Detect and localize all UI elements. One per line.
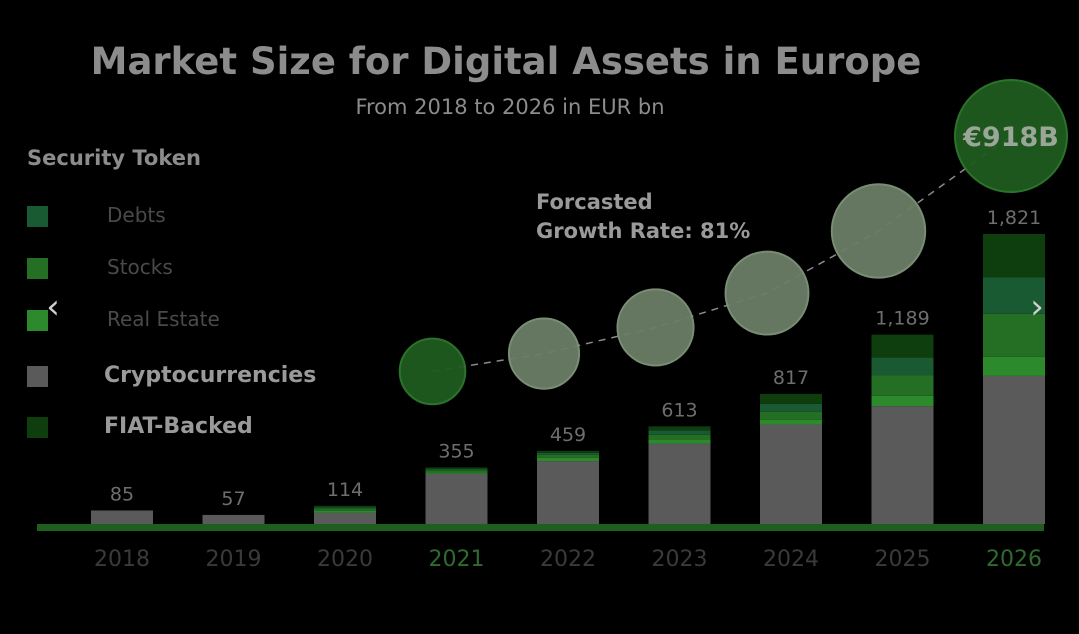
bar-2025-real-estate [871,395,934,407]
total-label-2020: 114 [327,479,363,501]
growth-bubble-2023 [616,288,695,367]
total-label-2024: 817 [773,367,809,389]
legend-label-debts: Debts [107,203,166,227]
bar-2021-fiat-backed [425,467,488,470]
bar-2023-stocks [648,434,711,440]
bar-2022-real-estate [537,457,599,462]
bar-2020-cryptocurrencies [314,512,376,524]
x-tick-label-2022: 2022 [540,547,596,572]
total-label-2021: 355 [438,440,474,462]
bar-2025-fiat-backed [871,334,934,358]
total-label-2022: 459 [550,424,586,446]
chart-subtitle: From 2018 to 2026 in EUR bn [355,95,665,119]
x-tick-label-2024: 2024 [763,547,819,572]
growth-bubble-2022 [507,317,581,390]
bar-2021-cryptocurrencies [425,473,488,524]
legend-swatch-debts [27,206,48,227]
bar-2022-stocks [537,454,599,458]
growth-bubble-2024 [724,250,810,336]
bar-2026-real-estate [983,356,1045,376]
x-tick-label-2023: 2023 [652,547,708,572]
bar-2021-stocks [425,470,488,473]
legend-label-fiat-backed: FIAT-Backed [104,414,253,439]
growth-bubble-2021 [398,337,467,406]
legend-label-real-estate: Real Estate [107,307,220,331]
growth-bubble-final-label: €918B [962,122,1059,153]
bar-2019-cryptocurrencies [202,514,265,524]
growth-bubble-2025 [830,183,927,279]
total-label-2018: 85 [110,483,134,505]
bar-2024-real-estate [760,419,822,425]
bar-2022-cryptocurrencies [537,461,599,524]
x-tick-label-2021: 2021 [429,547,485,572]
x-tick-label-2020: 2020 [317,547,373,572]
legend-label-stocks: Stocks [107,255,173,279]
bar-2024-cryptocurrencies [760,424,822,524]
next-arrow-icon[interactable]: › [1030,287,1044,327]
bar-2026-cryptocurrencies [983,375,1045,524]
annotation-line-2: Growth Rate: 81% [536,219,751,243]
bar-2023-cryptocurrencies [648,443,711,524]
total-label-2026: 1,821 [987,207,1041,229]
bar-2020-real-estate [314,510,376,513]
x-axis-line [37,524,1044,531]
bar-2024-stocks [760,411,822,420]
x-tick-label-2025: 2025 [875,547,931,572]
prev-arrow-icon[interactable]: ‹ [46,287,60,327]
legend-swatch-fiat-backed [27,417,48,438]
x-tick-label-2019: 2019 [206,547,262,572]
bar-2021-debts [425,469,488,471]
bar-2023-real-estate [648,439,711,444]
chart-title: Market Size for Digital Assets in Europe [90,40,922,83]
bar-2022-debts [537,452,599,455]
legend-swatch-real-estate [27,310,48,331]
total-label-2019: 57 [221,488,245,510]
bar-2020-debts [314,507,376,510]
legend-heading: Security Token [27,146,201,170]
bar-2020-stocks [314,509,376,511]
bar-2023-debts [648,430,711,435]
bar-2025-stocks [871,375,934,396]
bar-2025-cryptocurrencies [871,406,934,524]
bar-2026-stocks [983,313,1045,357]
bar-2020-fiat-backed [314,505,376,508]
x-tick-label-2026: 2026 [986,547,1042,572]
growth-rate-annotation: Forcasted Growth Rate: 81% [536,188,750,246]
bar-2021-real-estate [425,472,488,474]
bar-2024-debts [760,403,822,412]
annotation-line-1: Forcasted [536,190,653,214]
legend-swatch-cryptocurrencies [27,366,48,387]
x-tick-label-2018: 2018 [94,547,150,572]
total-label-2025: 1,189 [875,308,929,330]
bar-2025-debts [871,357,934,376]
bar-2023-fiat-backed [648,426,711,431]
bar-2026-fiat-backed [983,234,1045,278]
bar-2026-debts [983,277,1045,314]
legend-swatch-stocks [27,258,48,279]
total-label-2023: 613 [661,399,697,421]
legend-label-cryptocurrencies: Cryptocurrencies [104,363,317,388]
bar-2018-cryptocurrencies [91,510,153,524]
bar-2022-fiat-backed [537,450,599,453]
growth-bubble-2026 [954,79,1068,193]
bar-2024-fiat-backed [760,393,822,404]
